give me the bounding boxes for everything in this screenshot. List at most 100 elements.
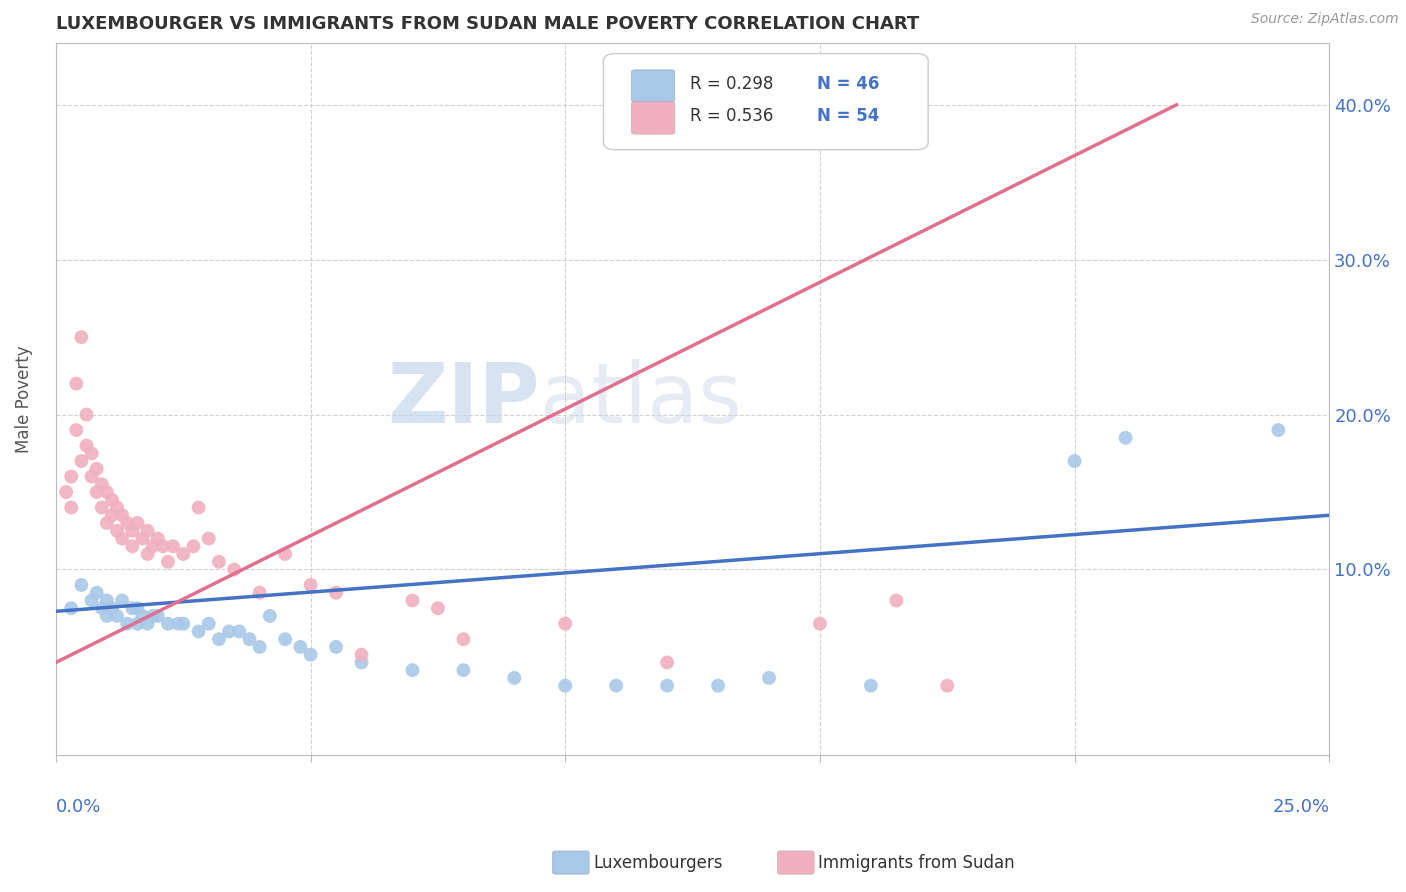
FancyBboxPatch shape (603, 54, 928, 150)
Point (127, 601, 149, 615)
Point (758, 671, 780, 685)
Point (172, 547, 194, 561)
Point (121, 524, 143, 538)
Point (111, 593, 134, 607)
Point (96, 516, 118, 530)
Point (76, 408, 98, 422)
Point (86, 462, 108, 476)
Text: Luxembourgers: Luxembourgers (593, 854, 723, 871)
Point (299, 578, 322, 592)
Point (105, 500, 128, 515)
Point (121, 601, 143, 615)
Point (274, 632, 297, 647)
Point (197, 532, 219, 546)
Point (859, 679, 882, 693)
Point (65, 423, 87, 437)
Text: Immigrants from Sudan: Immigrants from Sudan (818, 854, 1015, 871)
Point (401, 593, 423, 607)
Point (554, 616, 576, 631)
Text: ZIP: ZIP (387, 359, 540, 440)
Point (605, 679, 627, 693)
Point (90, 500, 112, 515)
Point (136, 524, 159, 538)
Point (453, 663, 475, 677)
Point (259, 609, 281, 624)
Point (111, 508, 134, 523)
Point (228, 624, 250, 639)
Point (121, 539, 143, 553)
Point (70, 454, 93, 468)
Point (146, 532, 169, 546)
Y-axis label: Male Poverty: Male Poverty (15, 345, 32, 453)
Point (90, 601, 112, 615)
Point (238, 632, 260, 647)
Point (224, 562, 246, 576)
Point (350, 648, 373, 662)
Text: LUXEMBOURGER VS IMMIGRANTS FROM SUDAN MALE POVERTY CORRELATION CHART: LUXEMBOURGER VS IMMIGRANTS FROM SUDAN MA… (56, 15, 920, 33)
Point (325, 585, 347, 599)
Point (208, 632, 231, 647)
Point (167, 616, 190, 631)
Point (183, 539, 205, 553)
Point (101, 601, 124, 615)
Point (136, 547, 159, 561)
Point (111, 532, 134, 546)
Point (808, 616, 831, 631)
Point (187, 500, 209, 515)
Text: Source: ZipAtlas.com: Source: ZipAtlas.com (1251, 12, 1399, 26)
Point (96, 609, 118, 624)
Point (187, 624, 209, 639)
Point (350, 656, 373, 670)
Point (426, 601, 449, 615)
Text: atlas: atlas (540, 359, 741, 440)
FancyBboxPatch shape (631, 70, 675, 102)
Point (1063, 454, 1085, 468)
Point (886, 593, 908, 607)
Point (503, 671, 526, 685)
Point (655, 656, 678, 670)
Point (127, 516, 149, 530)
Point (453, 632, 475, 647)
Point (131, 609, 153, 624)
Point (105, 524, 128, 538)
Point (101, 492, 124, 507)
Point (274, 547, 297, 561)
Point (60, 469, 83, 483)
Point (55, 485, 77, 500)
Point (1115, 431, 1137, 445)
Point (105, 609, 128, 624)
Point (936, 679, 959, 693)
Point (115, 516, 138, 530)
Point (655, 679, 678, 693)
Point (80, 446, 103, 460)
Point (156, 555, 179, 569)
Point (65, 376, 87, 391)
Point (249, 585, 271, 599)
Point (60, 601, 83, 615)
Point (90, 477, 112, 491)
Point (156, 616, 179, 631)
Point (152, 539, 174, 553)
Point (70, 578, 93, 592)
Point (96, 593, 118, 607)
Text: 25.0%: 25.0% (1272, 798, 1329, 816)
Point (142, 609, 165, 624)
Point (146, 609, 169, 624)
Point (249, 640, 271, 654)
Point (96, 485, 118, 500)
Point (554, 679, 576, 693)
Point (127, 616, 149, 631)
Point (197, 616, 219, 631)
Point (80, 469, 103, 483)
Point (60, 500, 83, 515)
Point (707, 679, 730, 693)
Text: N = 54: N = 54 (817, 107, 880, 125)
Point (208, 555, 231, 569)
Point (290, 640, 312, 654)
Text: R = 0.536: R = 0.536 (690, 107, 773, 125)
Point (86, 585, 108, 599)
Point (401, 663, 423, 677)
Point (299, 648, 322, 662)
Text: N = 46: N = 46 (817, 75, 880, 93)
Point (1267, 423, 1289, 437)
